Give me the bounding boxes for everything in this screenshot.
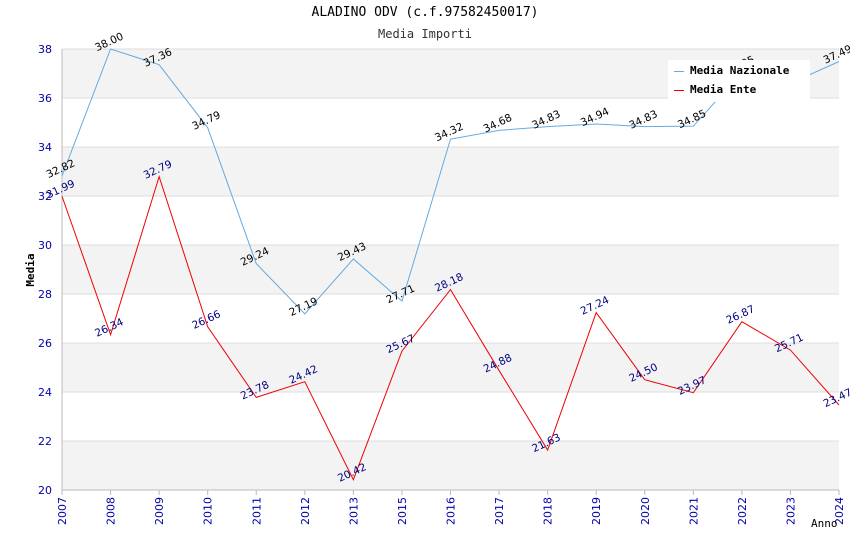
- data-label: 31.99: [45, 178, 77, 202]
- legend-item-nazionale: Media Nazionale: [674, 64, 789, 77]
- series-lines: [61, 48, 840, 481]
- y-tick-label: 36: [38, 92, 52, 105]
- y-tick-label: 26: [38, 337, 52, 350]
- legend: Media Nazionale Media Ente: [668, 60, 810, 102]
- x-tick-label: 2009: [153, 497, 166, 525]
- x-tick-label: 2010: [202, 497, 215, 525]
- legend-item-ente: Media Ente: [674, 83, 756, 96]
- legend-swatch-ente: [674, 89, 684, 91]
- x-tick-label: 2011: [250, 497, 263, 525]
- y-tick-label: 32: [38, 190, 52, 203]
- y-tick-labels: 20 22 24 26 28 30 32 34 36 38: [38, 43, 52, 497]
- data-label: 34.68: [482, 112, 514, 136]
- x-tick-label: 2016: [445, 497, 458, 525]
- data-label: 26.66: [190, 308, 223, 332]
- y-tick-label: 24: [38, 386, 52, 399]
- x-axis-label: Anno: [811, 517, 838, 530]
- grid-band: [62, 441, 839, 490]
- x-tick-label: 2012: [299, 497, 312, 525]
- series-line-ente: [61, 174, 840, 481]
- x-tick-label: 2013: [347, 497, 360, 525]
- axes: [61, 49, 840, 495]
- y-axis-label: Media: [24, 253, 37, 286]
- grid-band: [62, 147, 839, 196]
- data-label: 34.32: [433, 121, 465, 145]
- x-tick-label: 2007: [56, 497, 69, 525]
- x-tick-label: 2024: [833, 497, 846, 525]
- y-tick-label: 22: [38, 435, 52, 448]
- x-tick-label: 2015: [396, 497, 409, 525]
- y-tick-label: 30: [38, 239, 52, 252]
- y-tick-label: 20: [38, 484, 52, 497]
- y-tick-label: 38: [38, 43, 52, 56]
- x-tick-label: 2019: [590, 497, 603, 525]
- chart-subtitle: Media Importi: [378, 27, 472, 41]
- data-label: 34.85: [676, 108, 708, 132]
- x-tick-label: 2017: [493, 497, 506, 525]
- x-tick-label: 2008: [105, 497, 118, 525]
- grid-bands: [62, 49, 839, 490]
- x-tick-label: 2018: [542, 497, 555, 525]
- legend-swatch-nazionale: [674, 70, 684, 72]
- x-tick-label: 2023: [784, 497, 797, 525]
- y-tick-label: 34: [38, 141, 52, 154]
- data-label: 34.83: [530, 108, 562, 132]
- y-tick-label: 28: [38, 288, 52, 301]
- chart-title: ALADINO ODV (c.f.97582450017): [311, 5, 539, 20]
- x-tick-label: 2020: [639, 497, 652, 525]
- grid-lines: [62, 48, 839, 491]
- data-label: 26.34: [93, 316, 126, 340]
- data-label: 34.94: [579, 105, 612, 129]
- data-label: 27.24: [579, 294, 612, 318]
- grid-band: [62, 245, 839, 294]
- series-line-nazionale: [61, 48, 840, 315]
- legend-label-nazionale: Media Nazionale: [690, 64, 790, 77]
- x-tick-label: 2021: [687, 497, 700, 525]
- legend-label-ente: Media Ente: [690, 83, 757, 96]
- x-tick-labels: 2007 2008 2009 2010 2011 2012 2013 2015 2016 2017…: [56, 497, 846, 525]
- data-label: 34.83: [627, 108, 659, 132]
- grid-band: [62, 343, 839, 392]
- data-label: 34.79: [190, 109, 222, 133]
- data-label: 27.19: [287, 295, 319, 319]
- x-tick-label: 2022: [736, 497, 749, 525]
